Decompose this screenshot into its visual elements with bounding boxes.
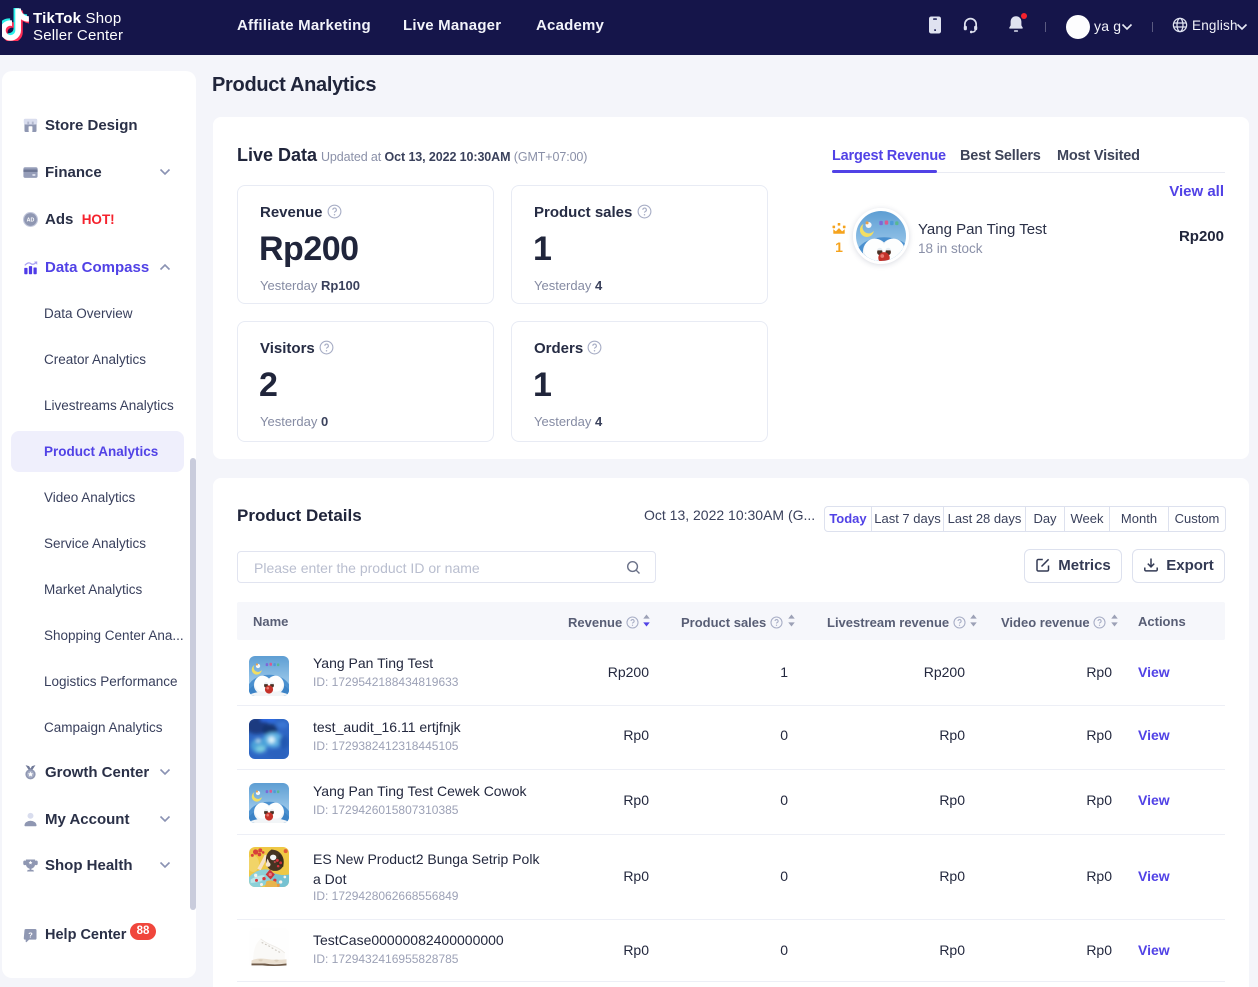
svg-text:?: ? — [28, 930, 33, 939]
svg-text:AD: AD — [27, 217, 35, 223]
